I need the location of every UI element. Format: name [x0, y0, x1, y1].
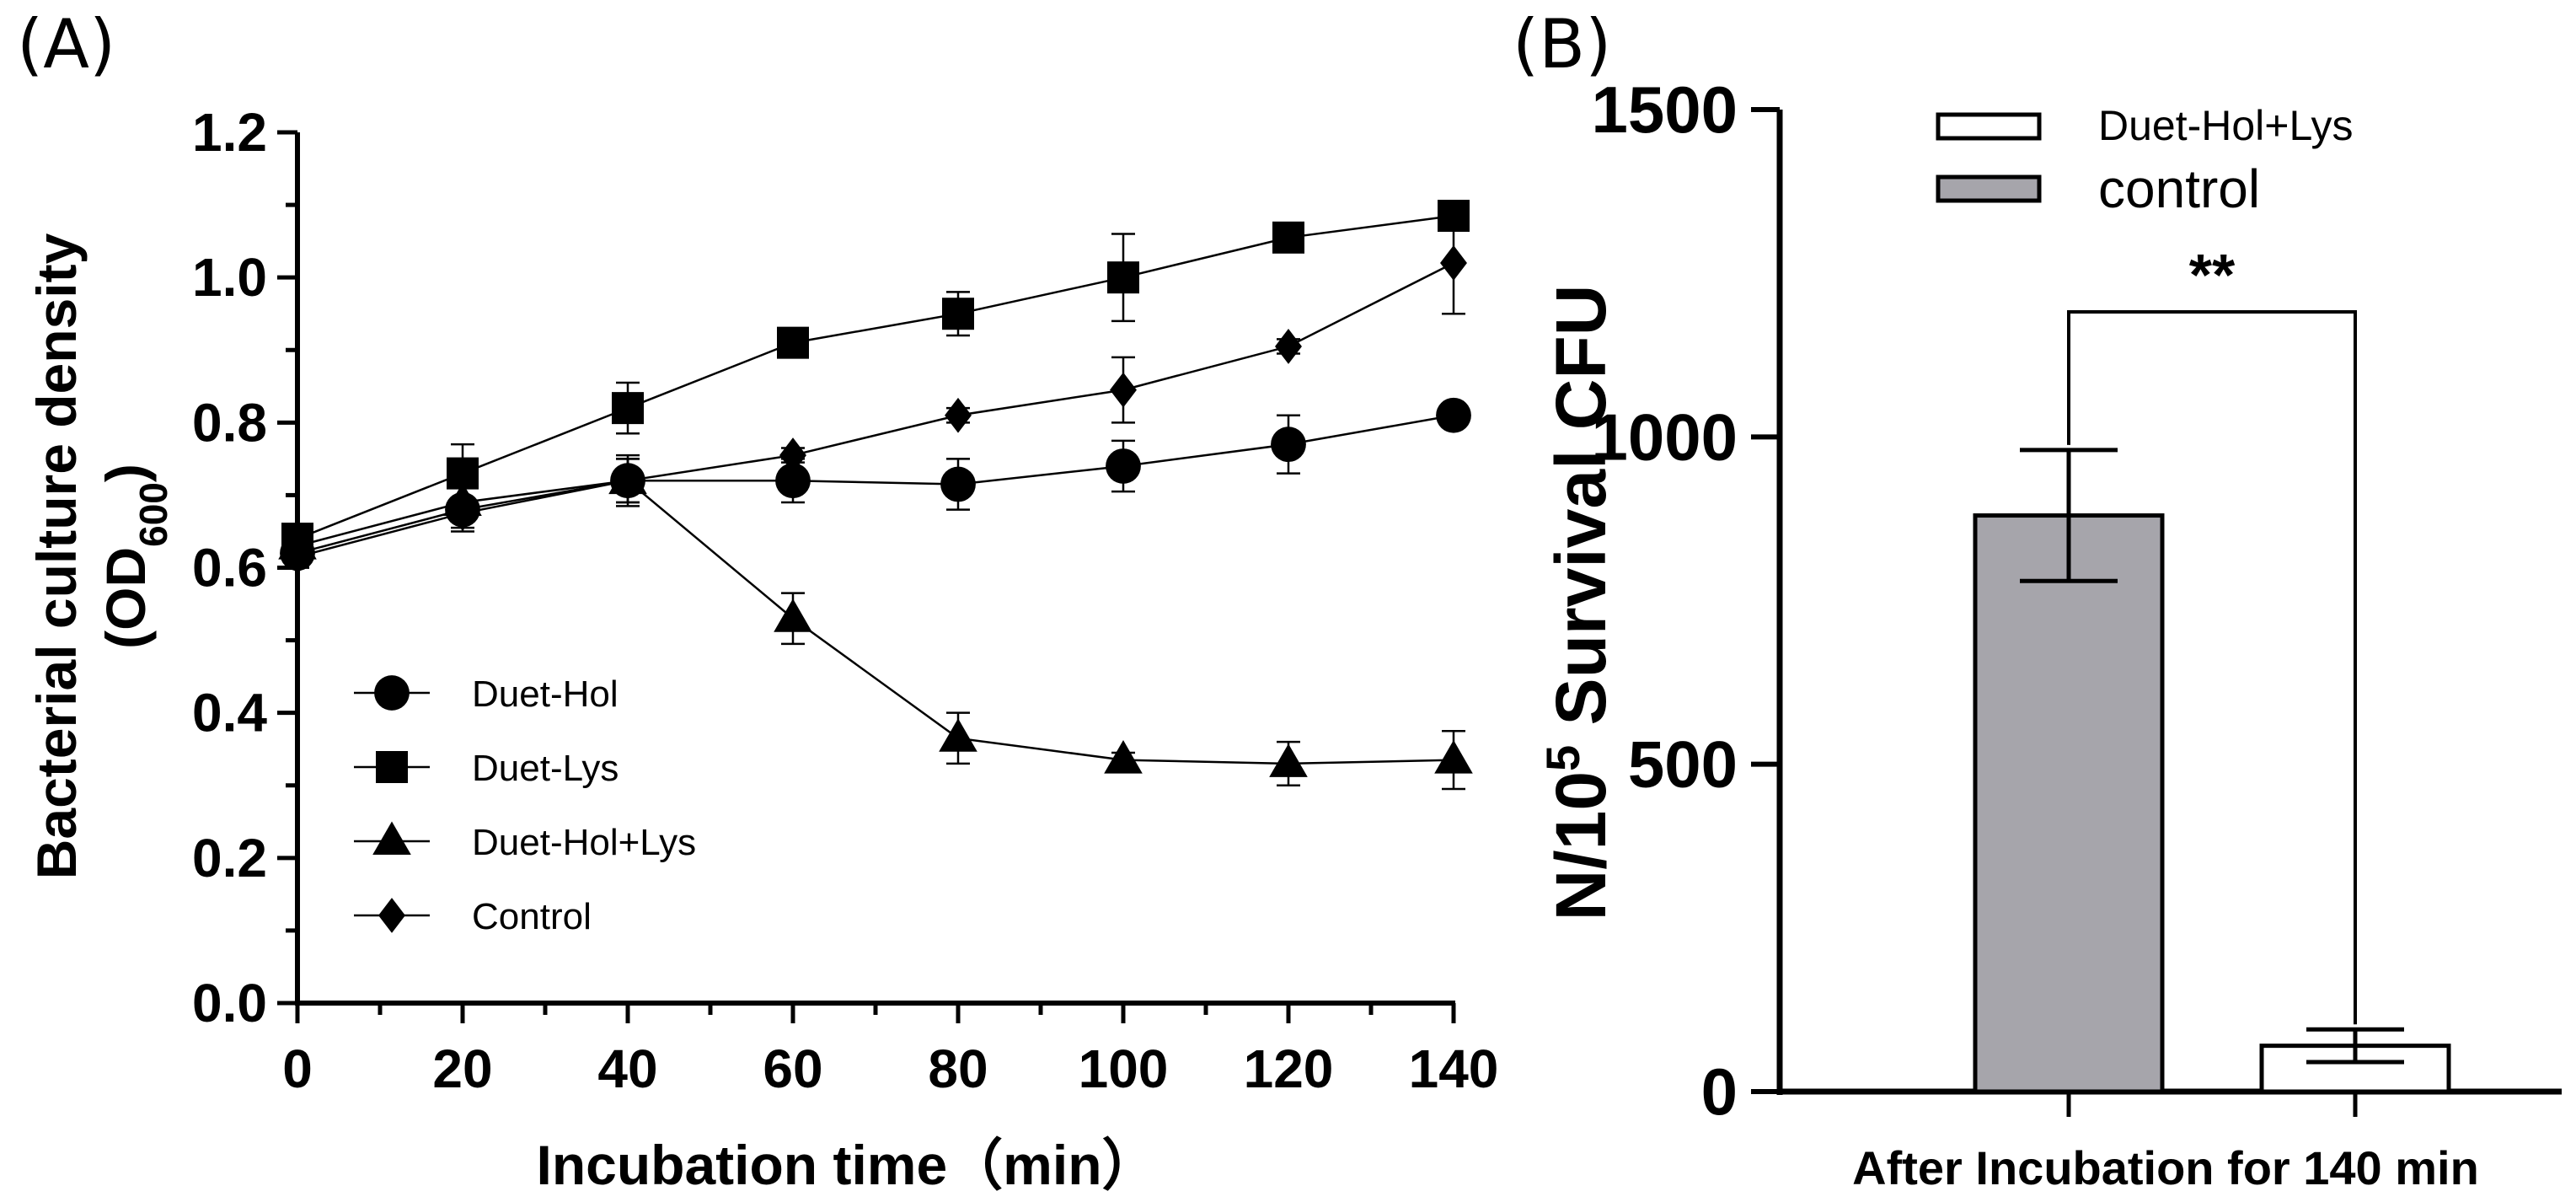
legend-marker [372, 821, 411, 855]
series-line [297, 214, 1454, 540]
x-tick-label: 0 [282, 1038, 313, 1099]
data-point [775, 463, 811, 499]
bar-control [1973, 448, 2165, 1117]
x-tick-label: 100 [1079, 1038, 1169, 1099]
data-point [614, 463, 641, 499]
x-tick-label: 40 [597, 1038, 657, 1099]
x-tick-label: 60 [763, 1038, 822, 1099]
data-point [449, 496, 476, 531]
legend-label: Duet-Hol+Lys [2098, 102, 2353, 149]
y-tick-label: 0.0 [192, 973, 267, 1033]
data-point [1434, 740, 1473, 774]
od-close: ) [94, 464, 157, 482]
legend-label: Duet-Lys [472, 748, 619, 789]
data-point [612, 392, 644, 425]
od-label: (OD [94, 547, 157, 649]
data-point [1110, 372, 1137, 408]
x-tick-label: 80 [928, 1038, 988, 1099]
legend-label: control [2098, 158, 2260, 219]
data-point [774, 598, 812, 632]
data-point [1271, 427, 1306, 463]
data-point [284, 539, 311, 575]
x-tick-label: 120 [1244, 1038, 1334, 1099]
y-tick-label: 0.6 [192, 538, 267, 598]
y-tick-label: 0.8 [192, 392, 267, 453]
data-point [1272, 221, 1304, 254]
data-point [777, 326, 809, 359]
y-tick-label: 1500 [1591, 72, 1738, 147]
panel-b-xlabel: After Incubation for 140 min [1852, 1141, 2479, 1194]
data-point [1269, 743, 1308, 777]
panel-b-significance: ** [2067, 242, 2357, 1025]
significance-bracket [2067, 310, 2357, 1025]
series-control [284, 211, 1467, 575]
data-point [1440, 245, 1467, 281]
x-tick-label: 20 [432, 1038, 492, 1099]
y-tick-label: 1.0 [192, 247, 267, 308]
legend-marker [374, 675, 410, 711]
y-tick-label: 0 [1701, 1054, 1738, 1129]
series-line [297, 261, 1454, 558]
data-point [1107, 261, 1139, 294]
panel-b-label: (B) [1513, 5, 1611, 83]
panel-b-ylabel-suffix: Survival CFU [1541, 285, 1620, 745]
panel-a-y-ticks: 0.0 0.2 0.4 0.6 0.8 1.0 1.2 [192, 102, 297, 1033]
od-subscript: 600 [131, 482, 175, 547]
panel-b-legend: Duet-Hol+Lys control [1936, 102, 2353, 219]
panel-b-ylabel: N/105 Survival CFU [1536, 285, 1621, 921]
panel-b-axes [1776, 110, 2562, 1095]
data-point [1275, 329, 1302, 364]
data-point [1104, 740, 1143, 774]
panel-a-ylabel-unit: (OD600) [94, 464, 175, 649]
bar-duet-hol-lys [2259, 1027, 2451, 1117]
panel-a-series [278, 199, 1473, 791]
x-tick-label: 140 [1409, 1038, 1499, 1099]
series-duet-lys [281, 199, 1470, 555]
data-point [940, 466, 976, 502]
y-tick-label: 0.4 [192, 683, 267, 743]
y-tick-label: 0.2 [192, 828, 267, 888]
legend-label: Duet-Hol+Lys [472, 822, 696, 863]
y-tick-label: 1000 [1591, 400, 1738, 474]
legend-label: Duet-Hol [472, 673, 619, 715]
panel-b-ylabel-sup: 5 [1536, 745, 1589, 771]
panel-a-label: (A) [17, 5, 115, 83]
panel-b-bars [1973, 448, 2451, 1117]
panel-b-bar-chart: (B) N/105 Survival CFU 0 500 1000 1500 ** D… [1513, 5, 2562, 1194]
legend-marker [378, 898, 405, 933]
data-point [779, 437, 806, 473]
panel-a-legend: Duet-Hol Duet-Lys Duet-Hol+Lys Control [354, 673, 696, 937]
panel-b-y-ticks: 0 500 1000 1500 [1591, 72, 1780, 1129]
y-tick-label: 1.2 [192, 102, 267, 163]
significance-label: ** [2189, 242, 2236, 308]
legend-label: Control [472, 896, 592, 937]
data-point [942, 298, 974, 330]
legend-marker [376, 751, 408, 783]
panel-b-ylabel-prefix: N/10 [1541, 771, 1620, 920]
legend-swatch [1936, 112, 2042, 141]
legend-swatch [1936, 174, 2042, 203]
y-tick-label: 500 [1628, 727, 1738, 802]
data-point [1436, 397, 1471, 433]
panel-a-axes [295, 132, 1455, 1006]
panel-a-x-ticks: 0 20 40 60 80 100 120 140 [282, 1003, 1498, 1099]
series-line [297, 479, 1454, 765]
series-line [297, 414, 1454, 555]
data-point [1106, 448, 1141, 484]
panel-a-ylabel: Bacterial culture density [25, 233, 88, 879]
data-point [939, 718, 977, 752]
data-point [945, 397, 972, 433]
panel-a-line-chart: (A) Bacterial culture density (OD600) 0.… [17, 5, 1498, 1196]
bar [1973, 513, 2165, 1094]
panel-a-xlabel: Incubation time（min） [536, 1134, 1157, 1196]
